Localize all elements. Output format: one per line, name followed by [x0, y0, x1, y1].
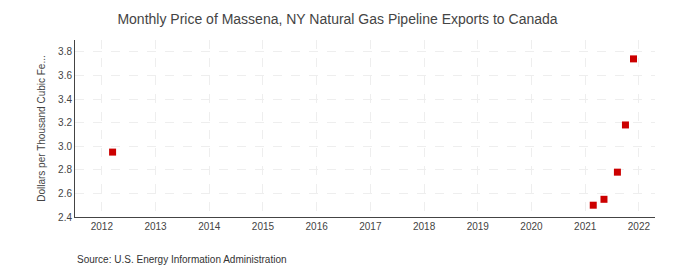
svg-text:Source: U.S. Energy Informatio: Source: U.S. Energy Information Administ…: [77, 254, 287, 265]
svg-text:Dollars per Thousand Cubic Fe.: Dollars per Thousand Cubic Fe...: [36, 55, 47, 202]
svg-text:2019: 2019: [467, 221, 490, 232]
svg-text:2022: 2022: [628, 221, 651, 232]
svg-text:2.4: 2.4: [58, 212, 72, 223]
svg-text:2016: 2016: [306, 221, 329, 232]
svg-text:2.8: 2.8: [58, 164, 72, 175]
svg-text:3.4: 3.4: [58, 94, 72, 105]
svg-text:2018: 2018: [413, 221, 436, 232]
svg-text:2021: 2021: [574, 221, 597, 232]
svg-text:2.6: 2.6: [58, 188, 72, 199]
svg-text:2014: 2014: [198, 221, 221, 232]
svg-text:3.6: 3.6: [58, 70, 72, 81]
svg-text:2017: 2017: [359, 221, 382, 232]
svg-text:3.8: 3.8: [58, 46, 72, 57]
svg-text:2013: 2013: [144, 221, 167, 232]
svg-text:Monthly Price of Massena, NY N: Monthly Price of Massena, NY Natural Gas…: [117, 11, 557, 27]
svg-text:2015: 2015: [252, 221, 275, 232]
svg-text:3.2: 3.2: [58, 117, 72, 128]
svg-text:2012: 2012: [91, 221, 114, 232]
svg-text:2020: 2020: [520, 221, 543, 232]
svg-text:3.0: 3.0: [58, 141, 72, 152]
